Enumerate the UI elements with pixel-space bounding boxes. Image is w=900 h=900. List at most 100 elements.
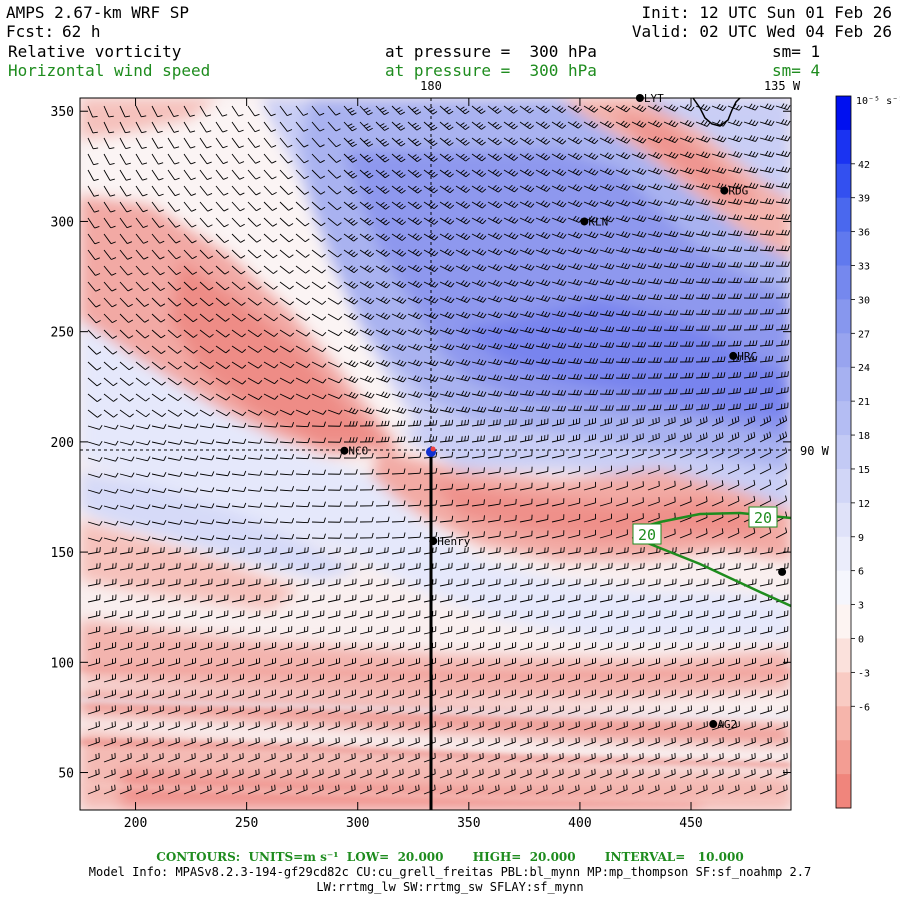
colorbar-label: 6 [858,567,864,578]
wind-barb [295,185,310,195]
wind-barb [247,217,262,227]
wind-barb [599,231,615,239]
wind-barb [423,201,439,210]
colorbar-label: 3 [858,601,864,612]
wind-barb [567,121,583,129]
wind-barb [295,233,310,243]
wind-barb [327,185,342,195]
wind-barb [247,185,261,196]
colorbar-segment [836,265,851,300]
wind-barb [151,201,164,213]
wind-barb [343,153,358,163]
wind-barb [151,185,164,197]
wind-barb [599,104,615,113]
wind-barb [615,152,631,160]
wind-barb [439,153,454,162]
wind-barb [535,231,551,240]
wind-barb [695,104,711,112]
wind-barb [727,230,743,237]
wind-barb [327,201,342,211]
wind-barb [263,105,276,117]
x-tick-label: 300 [346,816,369,831]
wind-barb [759,119,775,126]
y-tick-label: 50 [58,767,74,782]
wind-barb [183,233,197,244]
colorbar-label: -6 [858,702,870,713]
wind-barb [295,121,309,132]
wind-barb [503,153,519,161]
wind-barb [535,184,551,192]
colorbar-label: 42 [858,160,870,171]
wind-barb [263,169,277,180]
wind-barb [135,121,147,134]
contour-info: CONTOURS: UNITS=m s⁻¹ LOW= 20.000 HIGH= … [156,850,744,864]
colorbar-segment [836,570,851,606]
wind-barb [215,169,229,180]
colorbar-label: 12 [858,499,870,510]
wind-barb [135,169,148,181]
wind-barb [647,199,663,207]
wind-barb [471,185,487,193]
wind-barb [183,137,196,149]
wind-barb [487,169,503,177]
wind-barb [295,217,310,227]
wind-barb [343,169,358,179]
wind-barb [551,137,567,145]
wind-barb [135,201,148,213]
wind-barb [599,136,615,144]
wind-barb [471,169,487,177]
wind-barb [199,233,213,244]
x-tick-label: 200 [124,816,147,831]
wind-barb [359,137,374,147]
wind-barb [311,105,325,116]
wind-barb [407,169,422,178]
contour-label-2: 20 [754,509,772,527]
wind-barb [407,233,423,241]
wind-barb [183,153,196,165]
wind-barb [119,121,131,134]
wind-barb [295,169,309,180]
wind-barb [295,153,309,164]
wind-barb [327,169,342,179]
wind-barb [487,232,503,240]
wind-barb [727,151,743,158]
wind-barb [423,169,438,178]
colorbar-segment [836,435,851,470]
wind-barb [567,184,583,192]
field1-smoothing: sm= 1 [772,42,821,61]
wind-barb [743,119,759,127]
wind-barb [279,201,294,211]
wind-barb [679,230,695,237]
station-label: HRC [737,350,757,363]
wind-barb [743,229,759,237]
wind-barb [727,119,743,127]
wind-barb [519,168,535,177]
wind-barb [695,119,711,127]
wind-barb [215,105,228,117]
wind-barb [455,153,470,162]
wind-barb [455,185,471,193]
wind-barb [199,185,213,196]
wind-barb [631,199,647,207]
wind-barb [455,216,471,225]
wind-barb [503,184,519,193]
wind-barb [87,185,99,197]
wind-barb [343,105,357,116]
wind-barb [679,167,695,175]
y-tick-label: 250 [51,326,74,341]
colorbar-segment [836,401,851,436]
wind-barb [711,103,727,111]
wind-barb [695,198,711,206]
wind-barb [471,137,486,146]
wind-barb [375,153,390,163]
wind-barb [535,105,550,114]
wind-barb [295,249,310,258]
wind-barb [615,215,631,223]
wind-barb [631,167,647,175]
wind-barb [183,201,197,212]
wind-barb [135,185,148,197]
wind-barb [263,153,277,164]
wind-barb [487,137,502,146]
wind-barb [663,120,679,128]
